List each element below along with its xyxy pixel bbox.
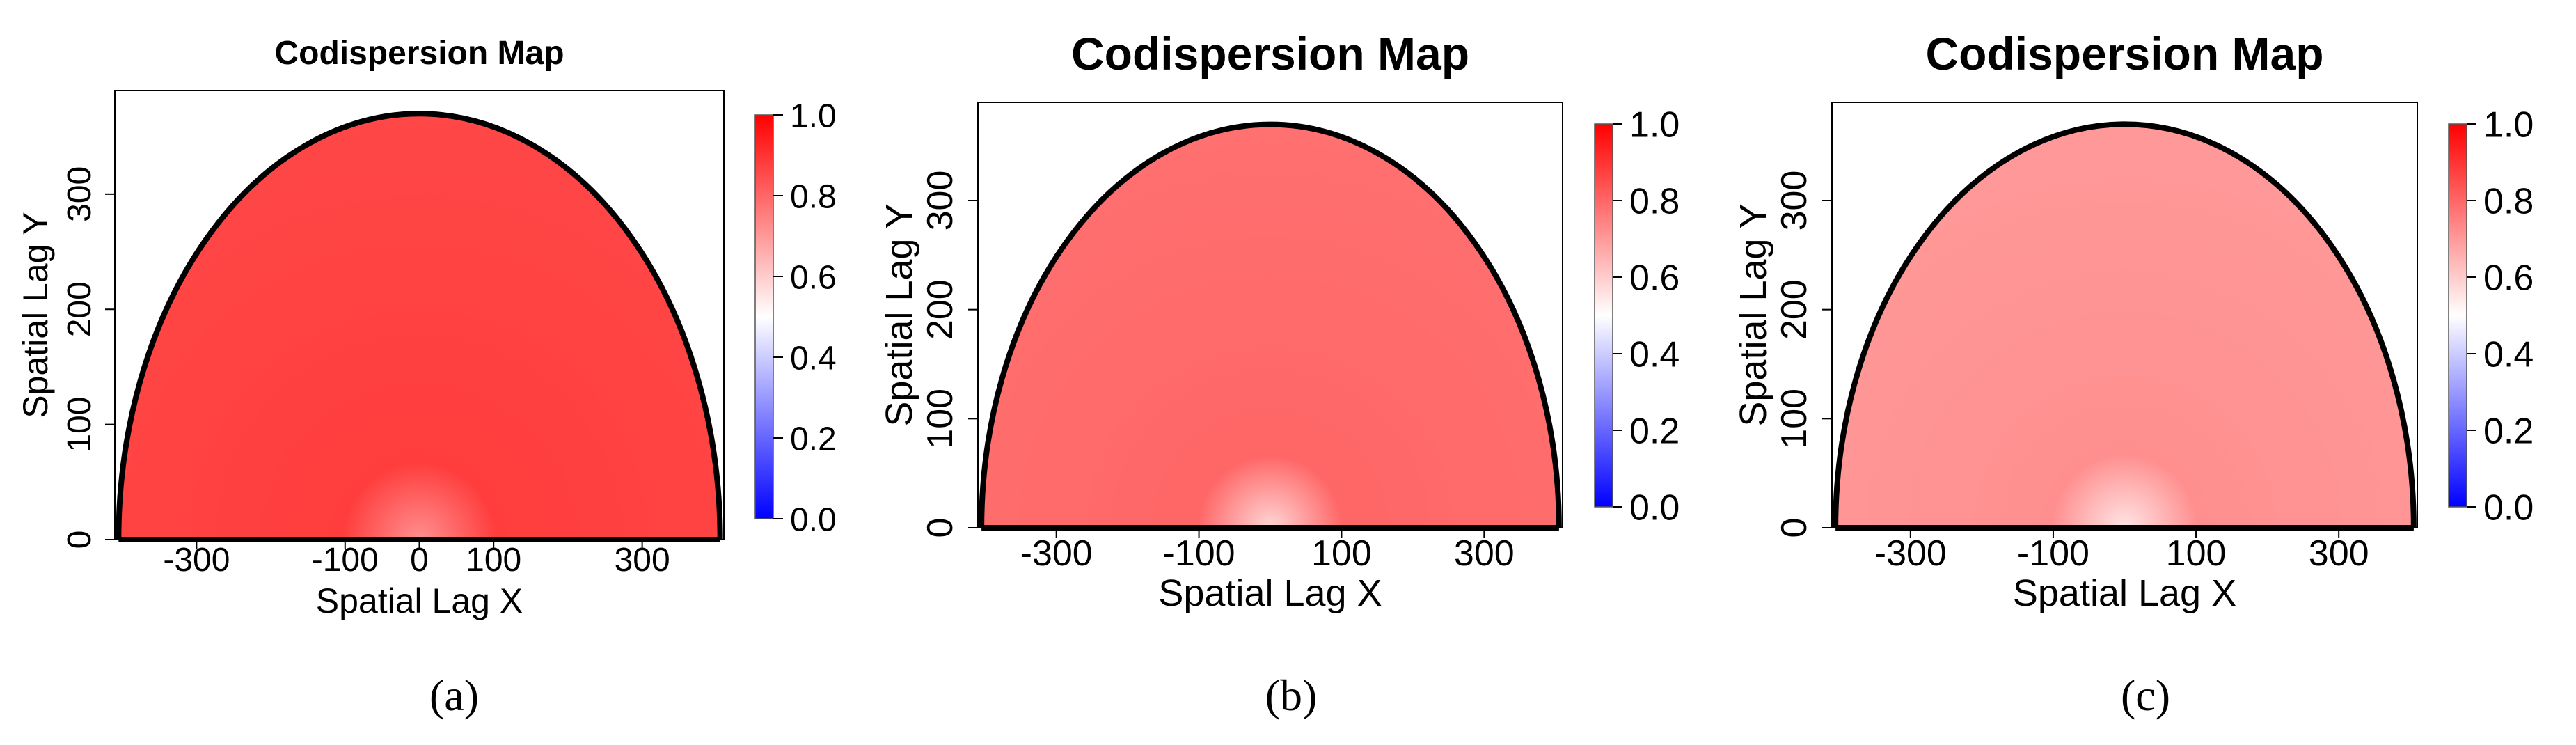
x-tick-label: -300: [1874, 533, 1947, 574]
domain-boundary: [979, 121, 1562, 528]
x-tick-label: 100: [1311, 533, 1372, 574]
colorbar-tick-label: 0.6: [790, 259, 837, 296]
y-tick-label: 300: [1774, 171, 1815, 231]
chart-title: Codispersion Map: [274, 35, 564, 72]
codispersion-field: [1835, 124, 2414, 528]
y-tick-label: 300: [920, 171, 961, 231]
colorbar-tick-label: 0.4: [1629, 335, 1680, 375]
colorbar-tick-label: 0.8: [1629, 182, 1680, 222]
y-tick-label: 100: [1774, 389, 1815, 449]
colorbar-tick-label: 0.6: [2483, 258, 2534, 299]
chart-title: Codispersion Map: [1925, 28, 2323, 79]
x-tick-label: 100: [2166, 533, 2227, 574]
x-axis-label: Spatial Lag X: [1158, 572, 1382, 614]
colorbar-tick-label: 1.0: [2483, 105, 2534, 146]
y-tick-label: 0: [920, 518, 961, 538]
y-tick-label: 200: [61, 281, 98, 337]
x-tick-label: -100: [2017, 533, 2089, 574]
panel-caption: (c): [2121, 670, 2170, 720]
y-axis-label: Spatial Lag Y: [1732, 203, 1774, 426]
x-tick-label: -100: [1163, 533, 1235, 574]
x-tick-label: 300: [1454, 533, 1515, 574]
colorbar: [2448, 123, 2467, 508]
x-tick-label: -300: [163, 542, 230, 579]
chart-panel: Codispersion Map -300 -100 100 300 0 100 200 300…: [878, 28, 1680, 720]
x-tick-label: 100: [466, 542, 521, 579]
x-tick-label: 300: [615, 542, 670, 579]
y-axis-label: Spatial Lag Y: [16, 212, 55, 418]
colorbar-tick-label: 0.4: [2483, 335, 2534, 375]
panel-caption: (a): [429, 670, 479, 720]
colorbar: [754, 114, 774, 519]
y-tick-label: 0: [1774, 518, 1815, 538]
panel-caption: (b): [1265, 670, 1318, 720]
colorbar-tick-label: 0.8: [2483, 182, 2534, 222]
chart-panel: Codispersion Map -300 -100 100 300 0 100 200 300…: [1732, 28, 2534, 720]
y-tick-label: 300: [61, 166, 98, 222]
y-tick-label: 0: [61, 531, 98, 549]
y-tick-label: 100: [61, 397, 98, 453]
colorbar: [1594, 123, 1613, 508]
y-tick-label: 200: [920, 279, 961, 340]
y-axis-label: Spatial Lag Y: [878, 203, 920, 426]
colorbar-tick-label: 1.0: [1629, 105, 1680, 146]
codispersion-field: [118, 113, 720, 540]
codispersion-field: [981, 124, 1559, 528]
y-tick-label: 200: [1774, 279, 1815, 340]
colorbar-tick-label: 1.0: [790, 97, 837, 134]
colorbar-tick-label: 0.8: [790, 178, 837, 215]
colorbar-tick-label: 0.2: [790, 421, 837, 457]
x-axis-label: Spatial Lag X: [2013, 572, 2236, 614]
y-tick-label: 100: [920, 389, 961, 449]
x-axis-label: Spatial Lag X: [316, 581, 523, 620]
x-tick-label: -300: [1020, 533, 1093, 574]
colorbar-tick-label: 0.0: [790, 501, 837, 538]
x-tick-label: -100: [312, 542, 379, 579]
colorbar-tick-label: 0.2: [2483, 411, 2534, 452]
colorbar-tick-label: 0.4: [790, 340, 837, 377]
x-tick-label: 0: [410, 542, 429, 579]
colorbar-tick-label: 0.0: [1629, 488, 1680, 528]
colorbar-tick-label: 0.0: [2483, 488, 2534, 528]
chart-panel: Codispersion Map -300 -100 0 100 300 0 100 200 30…: [16, 35, 837, 720]
colorbar-tick-label: 0.2: [1629, 411, 1680, 452]
x-tick-label: 300: [2309, 533, 2369, 574]
chart-title: Codispersion Map: [1071, 28, 1469, 79]
colorbar-tick-label: 0.6: [1629, 258, 1680, 299]
